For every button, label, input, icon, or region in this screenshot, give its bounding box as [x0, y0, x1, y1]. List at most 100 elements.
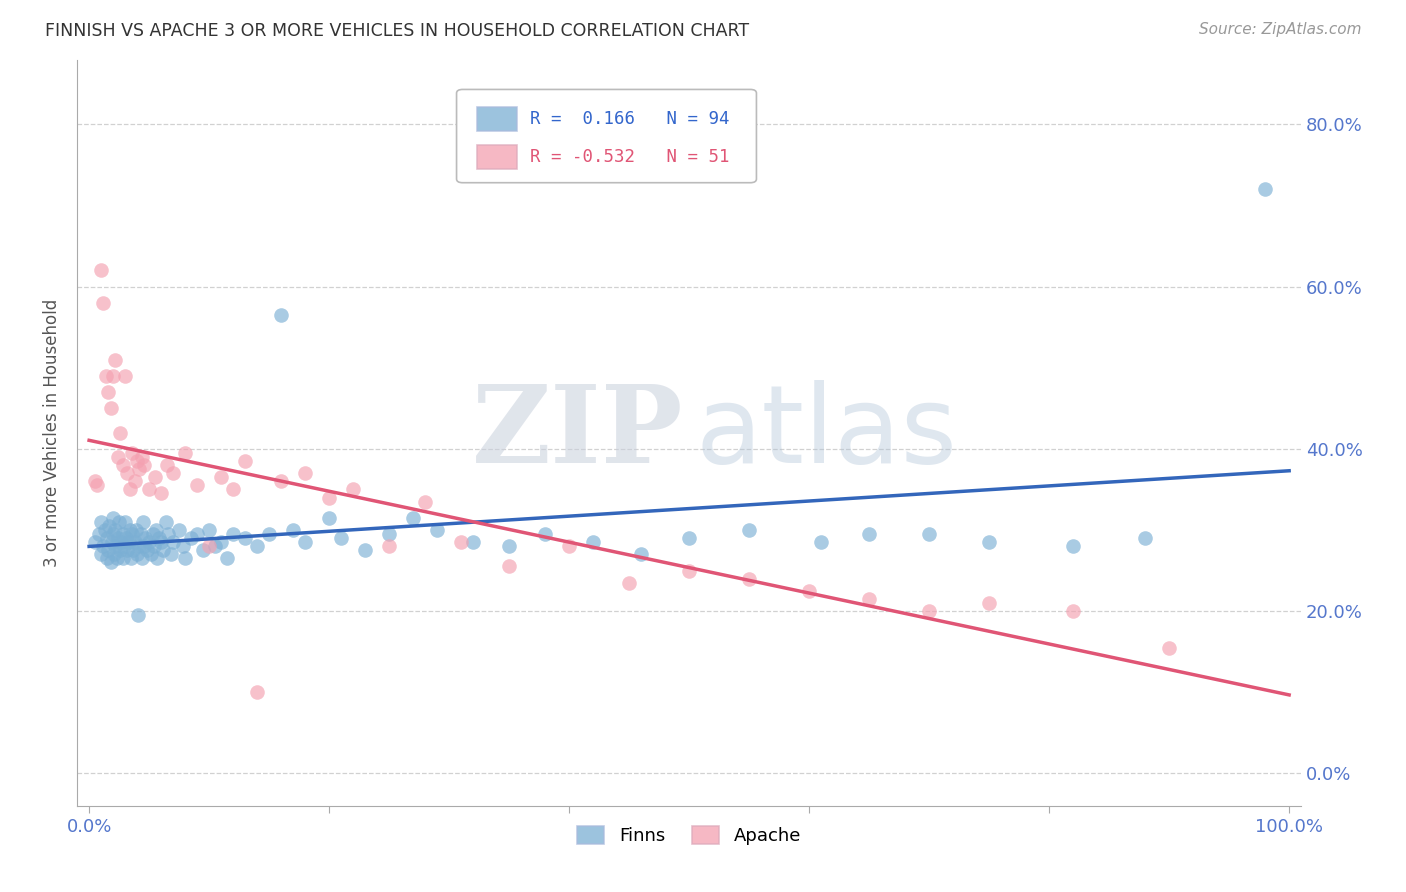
Point: [233, 454, 256, 468]
Point: [86, 478, 108, 492]
Point: [858, 591, 880, 606]
Text: R =  0.166   N = 94: R = 0.166 N = 94: [530, 111, 730, 128]
Point: [110, 535, 132, 549]
Point: [162, 466, 184, 480]
Point: [979, 596, 1001, 610]
Point: [93, 296, 115, 310]
Point: [127, 547, 149, 561]
Point: [186, 527, 208, 541]
Point: [678, 564, 700, 578]
Point: [132, 515, 155, 529]
Point: [918, 527, 941, 541]
Point: [143, 470, 166, 484]
Point: [124, 475, 146, 489]
Point: [402, 510, 425, 524]
Point: [120, 551, 142, 566]
Point: [121, 446, 143, 460]
Point: [110, 543, 132, 558]
Text: R = -0.532   N = 51: R = -0.532 N = 51: [530, 147, 730, 166]
Point: [246, 685, 269, 699]
Point: [96, 531, 118, 545]
Point: [1062, 604, 1084, 618]
Point: [101, 368, 124, 383]
Point: [127, 454, 149, 468]
Point: [134, 458, 156, 472]
Point: [93, 523, 115, 537]
Point: [117, 466, 139, 480]
Point: [270, 475, 292, 489]
Point: [141, 547, 163, 561]
Point: [738, 572, 761, 586]
Point: [142, 539, 165, 553]
Point: [354, 543, 377, 558]
Point: [617, 575, 640, 590]
Point: [461, 535, 484, 549]
Point: [281, 523, 304, 537]
Point: [159, 547, 181, 561]
Point: [1133, 531, 1156, 545]
Point: [330, 531, 353, 545]
Point: [111, 458, 134, 472]
Point: [145, 523, 167, 537]
Point: [118, 483, 141, 497]
Point: [100, 401, 122, 416]
Point: [101, 510, 124, 524]
Point: [918, 604, 941, 618]
Point: [100, 556, 122, 570]
Point: [738, 523, 761, 537]
Point: [134, 539, 156, 553]
Point: [498, 539, 520, 553]
Point: [678, 531, 700, 545]
Point: [128, 462, 150, 476]
Point: [186, 478, 208, 492]
Text: atlas: atlas: [695, 380, 957, 485]
Point: [111, 551, 134, 566]
Point: [378, 539, 401, 553]
FancyBboxPatch shape: [457, 89, 756, 183]
Point: [1254, 182, 1277, 196]
Point: [124, 535, 146, 549]
Point: [101, 535, 124, 549]
Point: [127, 608, 149, 623]
Point: [105, 551, 128, 566]
Point: [131, 551, 153, 566]
Point: [222, 483, 245, 497]
Point: [191, 543, 214, 558]
Point: [148, 531, 170, 545]
Point: [426, 523, 449, 537]
Text: FINNISH VS APACHE 3 OR MORE VEHICLES IN HOUSEHOLD CORRELATION CHART: FINNISH VS APACHE 3 OR MORE VEHICLES IN …: [45, 22, 749, 40]
Point: [84, 535, 107, 549]
Point: [96, 551, 118, 566]
Point: [174, 446, 197, 460]
Point: [94, 368, 117, 383]
Point: [257, 527, 280, 541]
Point: [198, 523, 221, 537]
Point: [114, 368, 136, 383]
Point: [104, 539, 127, 553]
Point: [97, 385, 120, 400]
Point: [180, 531, 202, 545]
Point: [270, 308, 292, 322]
Point: [217, 551, 239, 566]
Point: [104, 352, 127, 367]
Point: [209, 535, 232, 549]
Point: [450, 535, 472, 549]
Point: [222, 527, 245, 541]
FancyBboxPatch shape: [478, 145, 516, 169]
Text: ZIP: ZIP: [471, 380, 683, 485]
Point: [1159, 640, 1181, 655]
Point: [129, 527, 152, 541]
Point: [318, 510, 340, 524]
Point: [107, 450, 129, 464]
Point: [128, 539, 150, 553]
Point: [157, 527, 180, 541]
Point: [209, 470, 232, 484]
Point: [111, 527, 134, 541]
Point: [858, 527, 880, 541]
Point: [294, 535, 316, 549]
Point: [155, 515, 177, 529]
Point: [582, 535, 605, 549]
Point: [142, 527, 165, 541]
Text: Source: ZipAtlas.com: Source: ZipAtlas.com: [1198, 22, 1361, 37]
Point: [90, 515, 112, 529]
